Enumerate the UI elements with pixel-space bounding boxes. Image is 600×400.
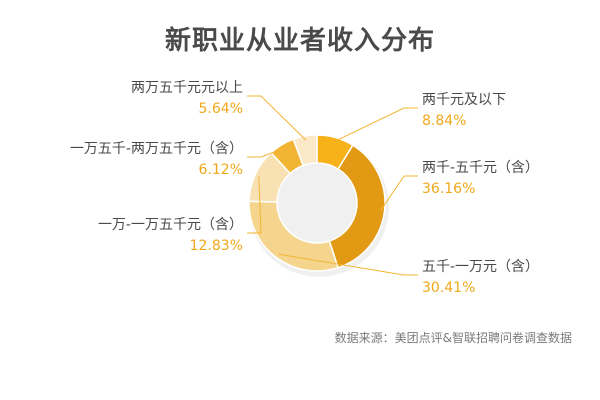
slice-label-0: 两千元及以下 bbox=[422, 92, 506, 108]
slice-value-3: 12.83% bbox=[190, 238, 243, 254]
leader-line-3 bbox=[247, 176, 262, 234]
leader-line-2 bbox=[278, 253, 418, 276]
source-note: 数据来源：美团点评&智联招聘问卷调查数据 bbox=[334, 331, 572, 345]
slice-value-4: 6.12% bbox=[199, 162, 243, 178]
slice-value-1: 36.16% bbox=[422, 181, 475, 197]
leader-line-0 bbox=[334, 107, 418, 142]
leader-line-1 bbox=[380, 175, 418, 211]
chart-title: 新职业从业者收入分布 bbox=[164, 26, 435, 56]
slice-value-0: 8.84% bbox=[422, 113, 466, 129]
slice-value-2: 30.41% bbox=[422, 280, 475, 296]
leader-line-5 bbox=[247, 95, 307, 141]
slice-1 bbox=[328, 144, 386, 269]
slice-label-2: 五千-一万元（含） bbox=[422, 259, 539, 275]
slice-label-3: 一万-一万五千元（含） bbox=[98, 217, 243, 233]
slice-value-5: 5.64% bbox=[199, 101, 243, 117]
leader-line-4 bbox=[247, 147, 284, 158]
slice-label-4: 一万五千-两万五千元（含） bbox=[70, 141, 243, 157]
slice-label-5: 两万五千元元以上 bbox=[131, 80, 243, 96]
slice-label-1: 两千-五千元（含） bbox=[422, 160, 539, 176]
slice-5 bbox=[292, 134, 318, 167]
